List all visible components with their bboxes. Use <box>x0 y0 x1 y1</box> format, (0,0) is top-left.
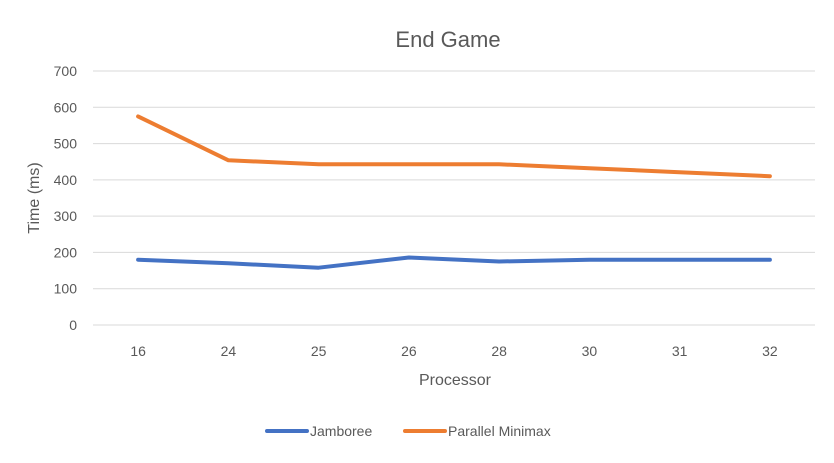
series-line-1 <box>136 114 772 179</box>
x-tick-labels: 16 24 25 26 28 30 31 32 <box>130 343 778 359</box>
legend-label-0: Jamboree <box>310 423 372 439</box>
x-tick-label: 26 <box>401 343 417 359</box>
y-tick-label: 0 <box>69 317 77 333</box>
y-tick-label: 600 <box>54 99 78 115</box>
x-axis-label: Processor <box>419 372 492 389</box>
y-tick-label: 700 <box>54 63 78 79</box>
y-tick-labels: 0 100 200 300 400 500 600 700 <box>54 63 78 333</box>
series-lines <box>136 114 772 270</box>
y-tick-label: 200 <box>54 244 78 260</box>
x-tick-label: 31 <box>672 343 688 359</box>
legend-label-1: Parallel Minimax <box>448 423 551 439</box>
y-axis-label: Time (ms) <box>26 162 43 233</box>
y-tick-label: 300 <box>54 208 78 224</box>
x-tick-label: 30 <box>582 343 598 359</box>
x-tick-label: 28 <box>491 343 507 359</box>
series-line-0 <box>136 255 772 270</box>
x-tick-label: 24 <box>221 343 237 359</box>
x-tick-label: 25 <box>311 343 327 359</box>
gridlines <box>93 70 815 326</box>
chart-title: End Game <box>395 27 500 52</box>
y-tick-label: 500 <box>54 136 78 152</box>
y-tick-label: 100 <box>54 281 78 297</box>
x-tick-label: 16 <box>130 343 146 359</box>
y-tick-label: 400 <box>54 172 78 188</box>
x-tick-label: 32 <box>762 343 778 359</box>
legend: Jamboree Parallel Minimax <box>265 423 551 439</box>
